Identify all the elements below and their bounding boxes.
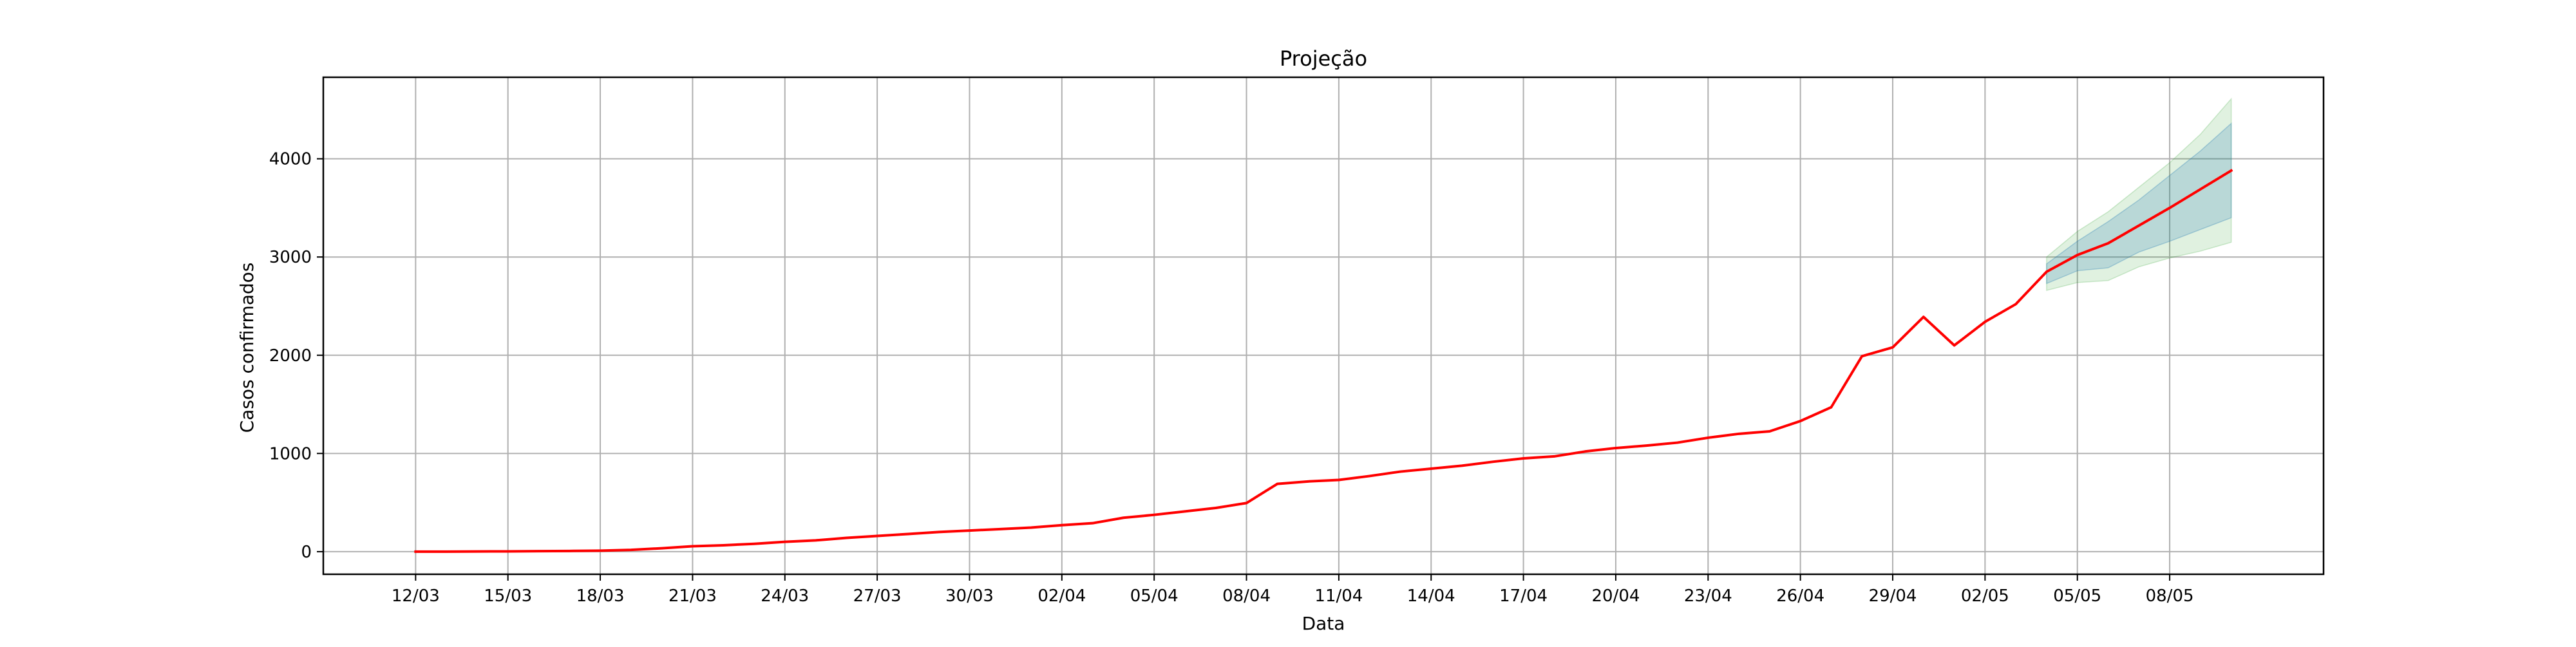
- x-tick-label: 29/04: [1869, 586, 1917, 606]
- series-lines: [414, 169, 2233, 553]
- x-tick-label: 05/04: [1130, 586, 1179, 606]
- x-tick-label: 15/03: [484, 586, 532, 606]
- x-tick-label: 02/05: [1961, 586, 2009, 606]
- x-tick-label: 08/05: [2146, 586, 2194, 606]
- x-tick-label: 05/05: [2053, 586, 2101, 606]
- x-tick-label: 21/03: [668, 586, 717, 606]
- x-tick-label: 24/03: [761, 586, 809, 606]
- y-axis-label: Casos confirmados: [236, 263, 258, 433]
- x-tick-label: 08/04: [1222, 586, 1271, 606]
- confidence-band: [2046, 97, 2232, 292]
- y-tick-label: 0: [301, 543, 312, 562]
- x-tick-label: 02/04: [1037, 586, 1086, 606]
- y-tick-label: 3000: [269, 248, 312, 267]
- x-tick-label: 27/03: [853, 586, 902, 606]
- x-tick-label: 17/04: [1499, 586, 1548, 606]
- y-tick-label: 2000: [269, 346, 312, 366]
- y-tick-label: 4000: [269, 150, 312, 169]
- x-tick-label: 12/03: [392, 586, 440, 606]
- y-tick-label: 1000: [269, 444, 312, 464]
- chart-title: Projeção: [1280, 46, 1367, 71]
- x-tick-label: 30/03: [945, 586, 994, 606]
- confidence-band: [2046, 122, 2232, 285]
- x-tick-label: 20/04: [1591, 586, 1640, 606]
- grid: [323, 77, 2324, 574]
- plot-frame: [322, 76, 2325, 576]
- x-tick-label: 11/04: [1314, 586, 1363, 606]
- axis-ticks: 12/03 15/03 18/03 21/03 24/03 27/03 30/03 02/04…: [269, 150, 2194, 606]
- series-line: [414, 169, 2233, 553]
- x-tick-label: 14/04: [1407, 586, 1455, 606]
- x-tick-label: 26/04: [1776, 586, 1824, 606]
- confidence-bands: [2046, 97, 2232, 292]
- x-axis-label: Data: [1302, 613, 1345, 634]
- x-tick-label: 23/04: [1684, 586, 1732, 606]
- x-tick-label: 18/03: [576, 586, 625, 606]
